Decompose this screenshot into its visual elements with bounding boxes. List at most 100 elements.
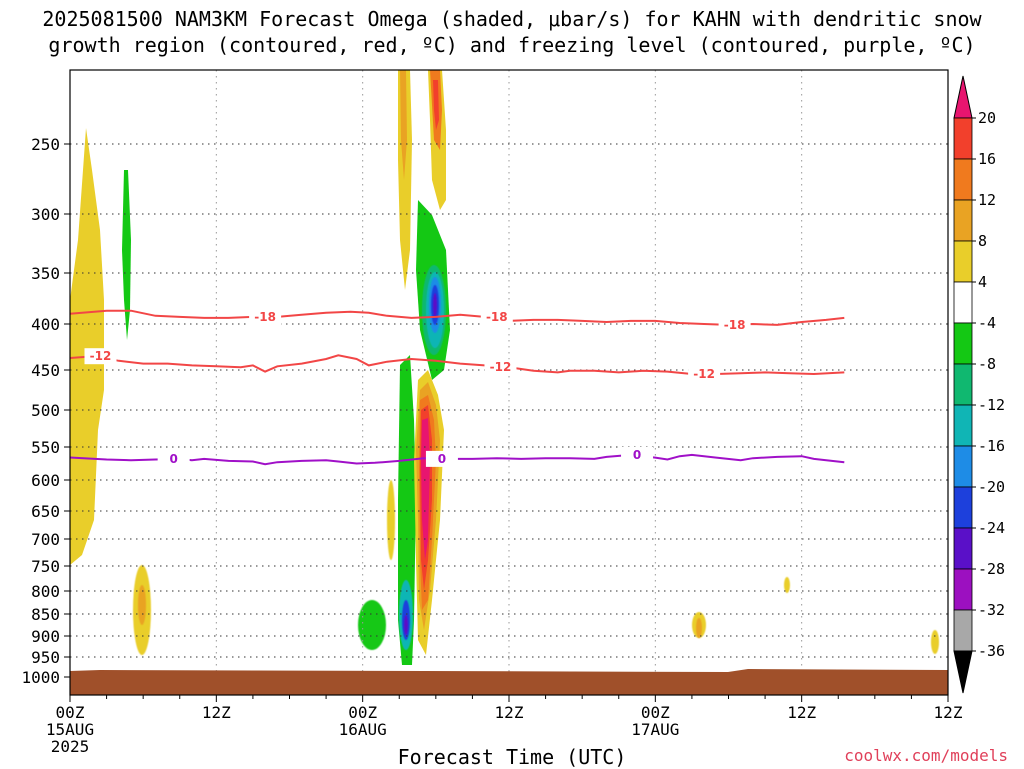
x-tick-label: 00Z — [641, 703, 670, 722]
y-tick-label: 350 — [31, 264, 60, 283]
omega-region — [404, 615, 408, 635]
contour-layer: -18 -18 -18 -12 -12 -12 0 0 0 — [69, 308, 845, 467]
contour-label-bg — [484, 359, 517, 376]
contour-label-bg — [249, 308, 282, 325]
colorbar-segment — [953, 117, 973, 160]
contour-label: -12 — [693, 367, 715, 381]
y-tick-label: 300 — [31, 205, 60, 224]
colorbar-segment — [953, 240, 973, 283]
y-tick-label: 850 — [31, 605, 60, 624]
colorbar-label: -4 — [978, 314, 996, 332]
y-tick-label: 650 — [31, 502, 60, 521]
colorbar-label: -24 — [978, 519, 1005, 537]
x-tick-label: 12Z — [495, 703, 524, 722]
y-tick-label: 1000 — [21, 668, 60, 687]
omega-region — [387, 480, 395, 560]
contour-label: -18 — [724, 318, 746, 332]
colorbar-top-arrow — [953, 75, 973, 119]
contour-label-bg — [425, 450, 458, 467]
colorbar-segment — [953, 486, 973, 529]
colorbar-segment — [953, 363, 973, 406]
y-tick-label: 600 — [31, 471, 60, 490]
colorbar-segment — [953, 609, 973, 652]
y-tick-label: 250 — [31, 135, 60, 154]
omega-region — [122, 170, 131, 340]
contour-line — [69, 354, 845, 376]
x-axis-label: Forecast Time (UTC) — [397, 745, 627, 769]
x-tick-label: 00Z — [348, 703, 377, 722]
x-tick-label: 16AUG — [339, 720, 387, 739]
colorbar-label: -8 — [978, 355, 996, 373]
contour-line — [69, 453, 845, 466]
y-tick-label: 750 — [31, 557, 60, 576]
x-tick-label: 00Z — [56, 703, 85, 722]
omega-region — [696, 618, 702, 638]
axes-layer: 250 300 350 400 450 500 550 600 650 700 750 800 850 9… — [21, 69, 963, 756]
contour-label-bg — [157, 450, 190, 467]
colorbar-label: -36 — [978, 642, 1005, 660]
colorbar-segment — [953, 158, 973, 201]
colorbar-label: -20 — [978, 478, 1005, 496]
source-credit: coolwx.com/models — [844, 746, 1008, 765]
contour-label: 0 — [438, 452, 446, 466]
y-tick-label: 550 — [31, 438, 60, 457]
x-tick-label: 12Z — [934, 703, 963, 722]
colorbar-label: 8 — [978, 232, 987, 250]
x-tick-label: 15AUG — [46, 720, 94, 739]
grid-layer — [70, 70, 948, 695]
contour-label-bg — [718, 316, 751, 333]
colorbar-label: -16 — [978, 437, 1005, 455]
y-tick-label: 800 — [31, 582, 60, 601]
colorbar-label: -32 — [978, 601, 1005, 619]
chart-title-line-1: 2025081500 NAM3KM Forecast Omega (shaded… — [42, 7, 982, 31]
omega-region — [70, 128, 104, 565]
colorbar-segment — [953, 404, 973, 447]
y-tick-label: 400 — [31, 315, 60, 334]
colorbar-segment — [953, 322, 973, 365]
y-tick-label: 450 — [31, 361, 60, 380]
colorbar-segment — [953, 527, 973, 570]
ground-terrain — [70, 669, 948, 695]
colorbar-segment — [953, 568, 973, 611]
omega-region — [358, 600, 386, 650]
colorbar-label: 20 — [978, 109, 996, 127]
y-tick-label: 500 — [31, 401, 60, 420]
contour-label-bg — [688, 366, 721, 382]
colorbar-label: -12 — [978, 396, 1005, 414]
x-tick-label: 17AUG — [631, 720, 679, 739]
omega-region — [931, 630, 939, 654]
omega-region — [138, 585, 146, 625]
contour-label: -12 — [90, 349, 112, 363]
x-tick-label: 2025 — [51, 737, 90, 756]
contour-label: -18 — [254, 310, 276, 324]
colorbar-label: 16 — [978, 150, 996, 168]
y-tick-label: 900 — [31, 627, 60, 646]
contour-label: 0 — [169, 452, 177, 466]
omega-region — [433, 293, 437, 317]
contour-label: 0 — [633, 448, 641, 462]
colorbar-segment — [953, 199, 973, 242]
contour-label: -12 — [490, 360, 512, 374]
x-tick-label: 12Z — [787, 703, 816, 722]
contour-label-bg — [480, 308, 513, 325]
contour-label-bg — [621, 446, 654, 463]
contour-label-bg — [84, 348, 117, 365]
colorbar-segment — [953, 281, 973, 324]
omega-region — [400, 70, 407, 180]
y-tick-label: 950 — [31, 648, 60, 667]
omega-region — [433, 80, 439, 130]
colorbar-label: -28 — [978, 560, 1005, 578]
colorbar-bottom-arrow — [953, 650, 973, 694]
omega-shading-layer — [70, 70, 939, 665]
colorbar-label: 12 — [978, 191, 996, 209]
chart-title-line-2: growth region (contoured, red, ºC) and f… — [48, 33, 976, 57]
colorbar-segment — [953, 445, 973, 488]
colorbar: 20 16 12 8 4 -4 -8 -12 -16 -20 -24 -28 -32 -36 — [953, 75, 1005, 694]
ground-layer — [70, 669, 948, 695]
x-tick-label: 12Z — [202, 703, 231, 722]
colorbar-label: 4 — [978, 273, 987, 291]
y-tick-label: 700 — [31, 530, 60, 549]
contour-label: -18 — [486, 310, 508, 324]
omega-region — [784, 577, 790, 593]
